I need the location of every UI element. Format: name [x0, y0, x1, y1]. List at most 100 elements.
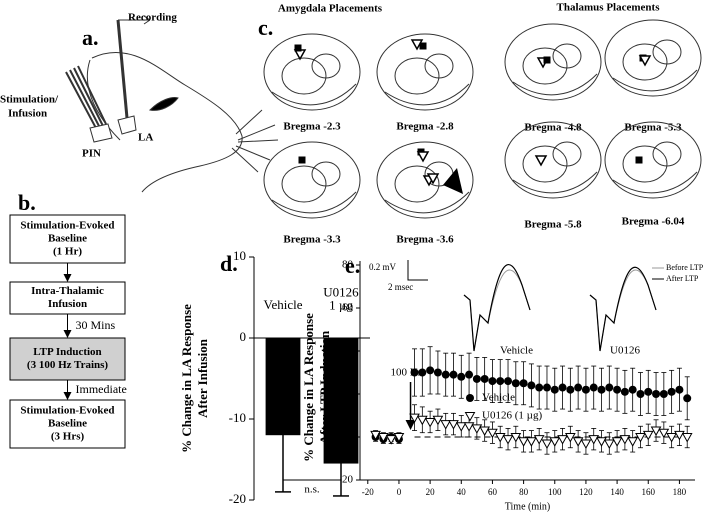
- brain-structure: [271, 191, 357, 214]
- flow-arrow-head: [63, 392, 72, 400]
- brain-structure: [512, 73, 598, 96]
- data-point: [542, 383, 551, 392]
- flow-text: Infusion: [48, 298, 87, 310]
- trace-label: U0126: [610, 345, 640, 357]
- placement-title: Amygdala Placements: [278, 3, 383, 15]
- data-point: [410, 368, 419, 377]
- data-point: [457, 372, 466, 381]
- x-tick-label: 0: [397, 487, 402, 497]
- data-point: [449, 370, 458, 379]
- brain-structure: [612, 171, 698, 194]
- brain-structure: [281, 165, 327, 203]
- bregma-label: Bregma -3.3: [283, 234, 341, 246]
- whiskers: [231, 109, 279, 173]
- brain-structure: [652, 141, 682, 167]
- brain-structure: [311, 53, 341, 79]
- data-point: [605, 383, 614, 392]
- y-tick-label: -20: [338, 474, 353, 486]
- data-point: [564, 433, 576, 443]
- scale-bar: [407, 260, 428, 281]
- stimulation-bundle: [65, 65, 107, 131]
- data-point: [628, 385, 637, 394]
- trace-label: Vehicle: [500, 345, 533, 357]
- data-point: [471, 424, 483, 434]
- brain-section: [376, 33, 474, 111]
- placement-marker: [635, 156, 643, 164]
- data-point: [650, 426, 662, 437]
- y-tick-label: 20: [342, 388, 354, 400]
- data-point: [511, 379, 520, 388]
- data-point: [541, 439, 553, 449]
- x-tick-label: 140: [610, 487, 624, 497]
- flow-text: (3 Hrs): [51, 431, 85, 443]
- data-point: [581, 385, 590, 394]
- placement-marker: [416, 151, 430, 163]
- schematic-label: Recording: [128, 12, 177, 24]
- arrow-head: [143, 15, 151, 25]
- y-tick-label: 60: [342, 302, 354, 314]
- data-point: [488, 377, 497, 386]
- data-point: [533, 435, 545, 445]
- flow-arrow-head: [63, 330, 72, 338]
- brain-structure: [384, 191, 470, 214]
- data-point: [480, 374, 489, 383]
- brain-structure: [522, 145, 568, 183]
- data-point: [441, 370, 450, 379]
- x-tick-label: 100: [548, 487, 562, 497]
- data-point: [574, 383, 583, 392]
- x-tick-label: -20: [362, 487, 374, 497]
- bar: [323, 338, 359, 464]
- data-point: [370, 430, 381, 441]
- data-point: [487, 428, 498, 439]
- inset-legend-label: Before LTP: [666, 263, 704, 272]
- brain-structure: [271, 83, 357, 106]
- data-point: [393, 433, 405, 443]
- brain-structure: [394, 165, 440, 203]
- bregma-label: Bregma -4.8: [524, 122, 582, 134]
- placement-marker: [294, 44, 302, 52]
- flow-text: (1 Hr): [53, 246, 82, 258]
- data-point: [580, 439, 592, 449]
- data-point: [496, 377, 505, 386]
- data-point: [440, 420, 452, 430]
- x-tick-label: 160: [642, 487, 656, 497]
- flow-arrow-head: [63, 274, 72, 282]
- lesion: [443, 168, 463, 194]
- scale-label: 2 msec: [388, 282, 413, 292]
- schematic-label: Stimulation/: [0, 94, 59, 106]
- data-point: [597, 385, 606, 394]
- annotation: n.s.: [304, 484, 320, 496]
- data-point: [627, 437, 639, 447]
- flow-text: (3 100 Hz Trains): [27, 359, 109, 371]
- bregma-label: Bregma -2.8: [396, 121, 454, 133]
- y-tick-label: 0: [348, 431, 354, 443]
- legend-label: Vehicle: [482, 392, 515, 404]
- panel-label: e.: [345, 253, 360, 278]
- placement-marker: [534, 155, 548, 167]
- data-point: [409, 413, 420, 424]
- brain-section: [604, 19, 702, 97]
- placement-marker: [638, 55, 652, 67]
- placement-title: Thalamus Placements: [557, 2, 661, 14]
- flow-box: [9, 337, 126, 381]
- brain-structure: [311, 161, 341, 187]
- data-point: [510, 433, 522, 443]
- data-point: [659, 390, 668, 398]
- data-point: [465, 370, 474, 379]
- data-point: [418, 368, 427, 377]
- inset-legend-label: After LTP: [666, 274, 699, 283]
- brain-structure: [622, 145, 668, 183]
- y-axis-label: After Infusion: [195, 338, 210, 418]
- ear-line: [86, 59, 121, 141]
- data-point: [658, 428, 670, 439]
- legend-marker: [466, 394, 474, 402]
- data-point: [424, 417, 436, 428]
- significance-bracket: [282, 474, 342, 481]
- trace: [589, 266, 657, 352]
- data-point: [667, 387, 676, 396]
- data-point: [558, 383, 567, 392]
- y-tick-label: 40: [342, 345, 354, 357]
- data-point: [589, 383, 598, 392]
- data-point: [502, 435, 514, 445]
- panel-label: b.: [18, 190, 36, 215]
